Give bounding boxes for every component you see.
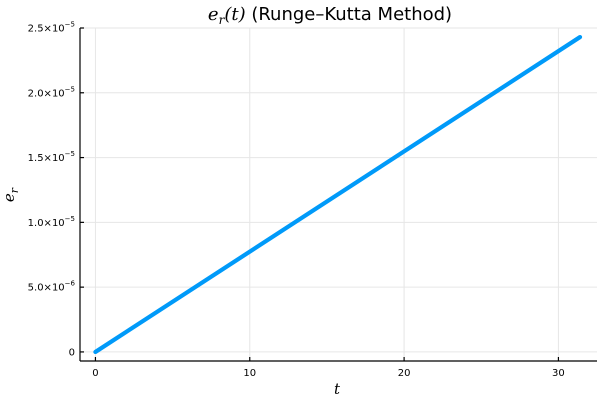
- x-tick-label: 20: [398, 368, 411, 379]
- y-tick-label: 5.0×10−6: [28, 280, 76, 294]
- grid-layer: [80, 27, 597, 361]
- x-axis-label: t: [334, 380, 341, 398]
- y-tick-label: 1.5×10−5: [28, 150, 75, 164]
- tick-labels: 0 10 20 30 0 5.0×10−6 1.0×10−5 1.5×10−5 2.0×10−5…: [28, 21, 565, 380]
- title-text: (Runge–Kutta Method): [246, 4, 452, 25]
- title-subscript: r: [219, 13, 226, 27]
- y-tick-label: 2.0×10−5: [28, 85, 75, 99]
- x-tick-label: 0: [92, 368, 98, 379]
- series-layer: [93, 34, 583, 355]
- chart-title: er(t) (Runge–Kutta Method): [208, 4, 452, 27]
- y-tick-label: 2.5×10−5: [28, 21, 75, 35]
- y-label-symbol: e: [0, 193, 18, 202]
- x-tick-label: 10: [243, 368, 256, 379]
- y-axis-label: er: [0, 187, 21, 202]
- y-tick-label: 1.0×10−5: [28, 215, 75, 229]
- title-symbol: e: [208, 4, 219, 25]
- title-argument: (t): [224, 4, 245, 25]
- y-label-subscript: r: [8, 187, 21, 193]
- series-line: [93, 34, 583, 355]
- x-tick-label: 30: [552, 368, 565, 379]
- y-tick-label: 0: [69, 347, 75, 358]
- axes: [79, 27, 597, 362]
